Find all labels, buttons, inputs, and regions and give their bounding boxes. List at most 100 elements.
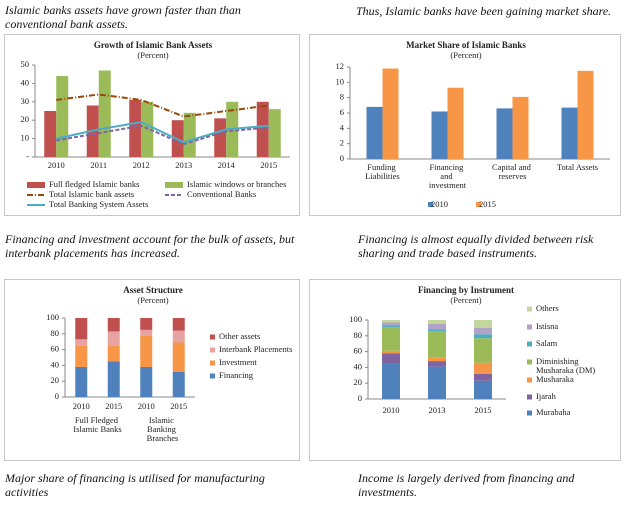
x-tick-label: Financing and investment (429, 162, 467, 190)
y-tick-label: 40 (354, 361, 363, 371)
y-tick-label: 60 (354, 346, 363, 356)
legend-swatch (165, 182, 183, 188)
legend-swatch (210, 360, 215, 366)
x-tick-label: Total Assets (557, 162, 598, 172)
y-tick-label: 10 (21, 133, 30, 143)
y-tick-label: 20 (21, 114, 30, 124)
bar-segment (172, 371, 185, 397)
legend-label: Investment (219, 357, 257, 367)
caption: Income is largely derived from financing… (358, 471, 575, 499)
bar-segment (474, 338, 492, 363)
legend-label: Murabaha (536, 407, 571, 417)
legend-swatch (428, 202, 433, 207)
y-tick-label: 4 (340, 122, 345, 132)
bar (98, 70, 111, 157)
bar (577, 70, 594, 159)
caption: Islamic banks assets have grown faster t… (5, 3, 241, 31)
y-tick-label: 0 (340, 153, 344, 163)
y-tick-label: 40 (21, 77, 30, 87)
bar (561, 107, 578, 159)
y-tick-label: 8 (340, 92, 344, 102)
chart-subtitle: (Percent) (450, 295, 481, 305)
bar (366, 106, 383, 159)
legend-label: Conventional Banks (187, 189, 256, 199)
bar-segment (428, 323, 446, 330)
legend-swatch (210, 373, 215, 379)
x-tick-label: 2014 (218, 160, 236, 170)
bar (268, 109, 281, 157)
bar-segment (107, 318, 120, 332)
y-tick-label: 100 (46, 312, 59, 322)
legend-label: 2015 (479, 199, 496, 209)
chart-title: Asset Structure (123, 285, 183, 295)
bar-segment (382, 325, 400, 328)
chart: Growth of Islamic Bank Assets(Percent) - 1… (4, 34, 300, 216)
y-tick-label: 20 (354, 377, 363, 387)
legend-swatch (210, 334, 215, 340)
y-tick-label: 30 (21, 96, 30, 106)
chart: Market Share of Islamic Banks(Percent) 0 2… (309, 34, 621, 216)
y-tick-label: 6 (340, 107, 344, 117)
bar-segment (474, 327, 492, 335)
chart-subtitle: (Percent) (450, 50, 481, 60)
caption: Financing is almost equally divided betw… (358, 232, 594, 260)
bar (382, 68, 399, 159)
legend-swatch (527, 394, 532, 400)
bar-segment (474, 320, 492, 328)
legend-label: Others (536, 303, 559, 313)
legend-swatch (210, 347, 215, 353)
y-tick-label: 0 (55, 391, 59, 401)
x-tick-label: 2010 (73, 401, 90, 411)
bar-segment (172, 342, 185, 372)
bar-segment (428, 331, 446, 358)
bar-segment (75, 339, 88, 346)
group-label: Full Fledged Islamic Banks (73, 415, 121, 434)
bar-segment (382, 327, 400, 351)
bar (214, 118, 227, 157)
y-tick-label: 80 (354, 330, 363, 340)
bar-segment (107, 345, 120, 362)
x-tick-label: 2010 (383, 405, 400, 415)
y-tick-label: 2 (340, 138, 344, 148)
bar-segment (382, 350, 400, 354)
legend-label: Interbank Placements (219, 344, 292, 354)
y-tick-label: 20 (51, 375, 60, 385)
bar (447, 87, 464, 159)
bar-segment (382, 320, 400, 323)
x-tick-label: 2015 (170, 401, 187, 411)
x-tick-label: 2015 (105, 401, 122, 411)
legend-label: Islamic windows or branches (187, 179, 286, 189)
bar-segment (382, 322, 400, 326)
legend-swatch (527, 306, 532, 312)
bar-segment (428, 320, 446, 324)
bar (44, 111, 57, 157)
x-tick-label: 2010 (138, 401, 155, 411)
y-tick-label: - (26, 151, 29, 161)
bar-segment (75, 345, 88, 367)
x-tick-label: 2015 (475, 405, 492, 415)
bar-segment (382, 353, 400, 364)
y-tick-label: 0 (358, 393, 362, 403)
legend-label: Total Banking System Assets (49, 199, 148, 209)
line (56, 124, 269, 146)
bar (512, 96, 529, 159)
caption: Thus, Islamic banks have been gaining ma… (356, 4, 612, 18)
legend-swatch (527, 377, 532, 383)
x-tick-label: 2012 (133, 160, 150, 170)
bar-segment (140, 366, 153, 397)
legend-label: Other assets (219, 331, 260, 341)
x-tick-label: 2010 (48, 160, 65, 170)
bar-segment (428, 361, 446, 367)
bar-segment (140, 335, 153, 367)
line (56, 121, 269, 144)
y-tick-label: 100 (349, 314, 362, 324)
legend-swatch (527, 410, 532, 416)
legend-swatch (527, 324, 532, 330)
chart-subtitle: (Percent) (137, 295, 168, 305)
x-tick-label: 2013 (175, 160, 192, 170)
y-tick-label: 80 (51, 328, 60, 338)
bar-segment (474, 373, 492, 381)
y-tick-label: 10 (336, 76, 345, 86)
y-tick-label: 50 (21, 59, 30, 69)
legend-label: Salam (536, 338, 558, 348)
